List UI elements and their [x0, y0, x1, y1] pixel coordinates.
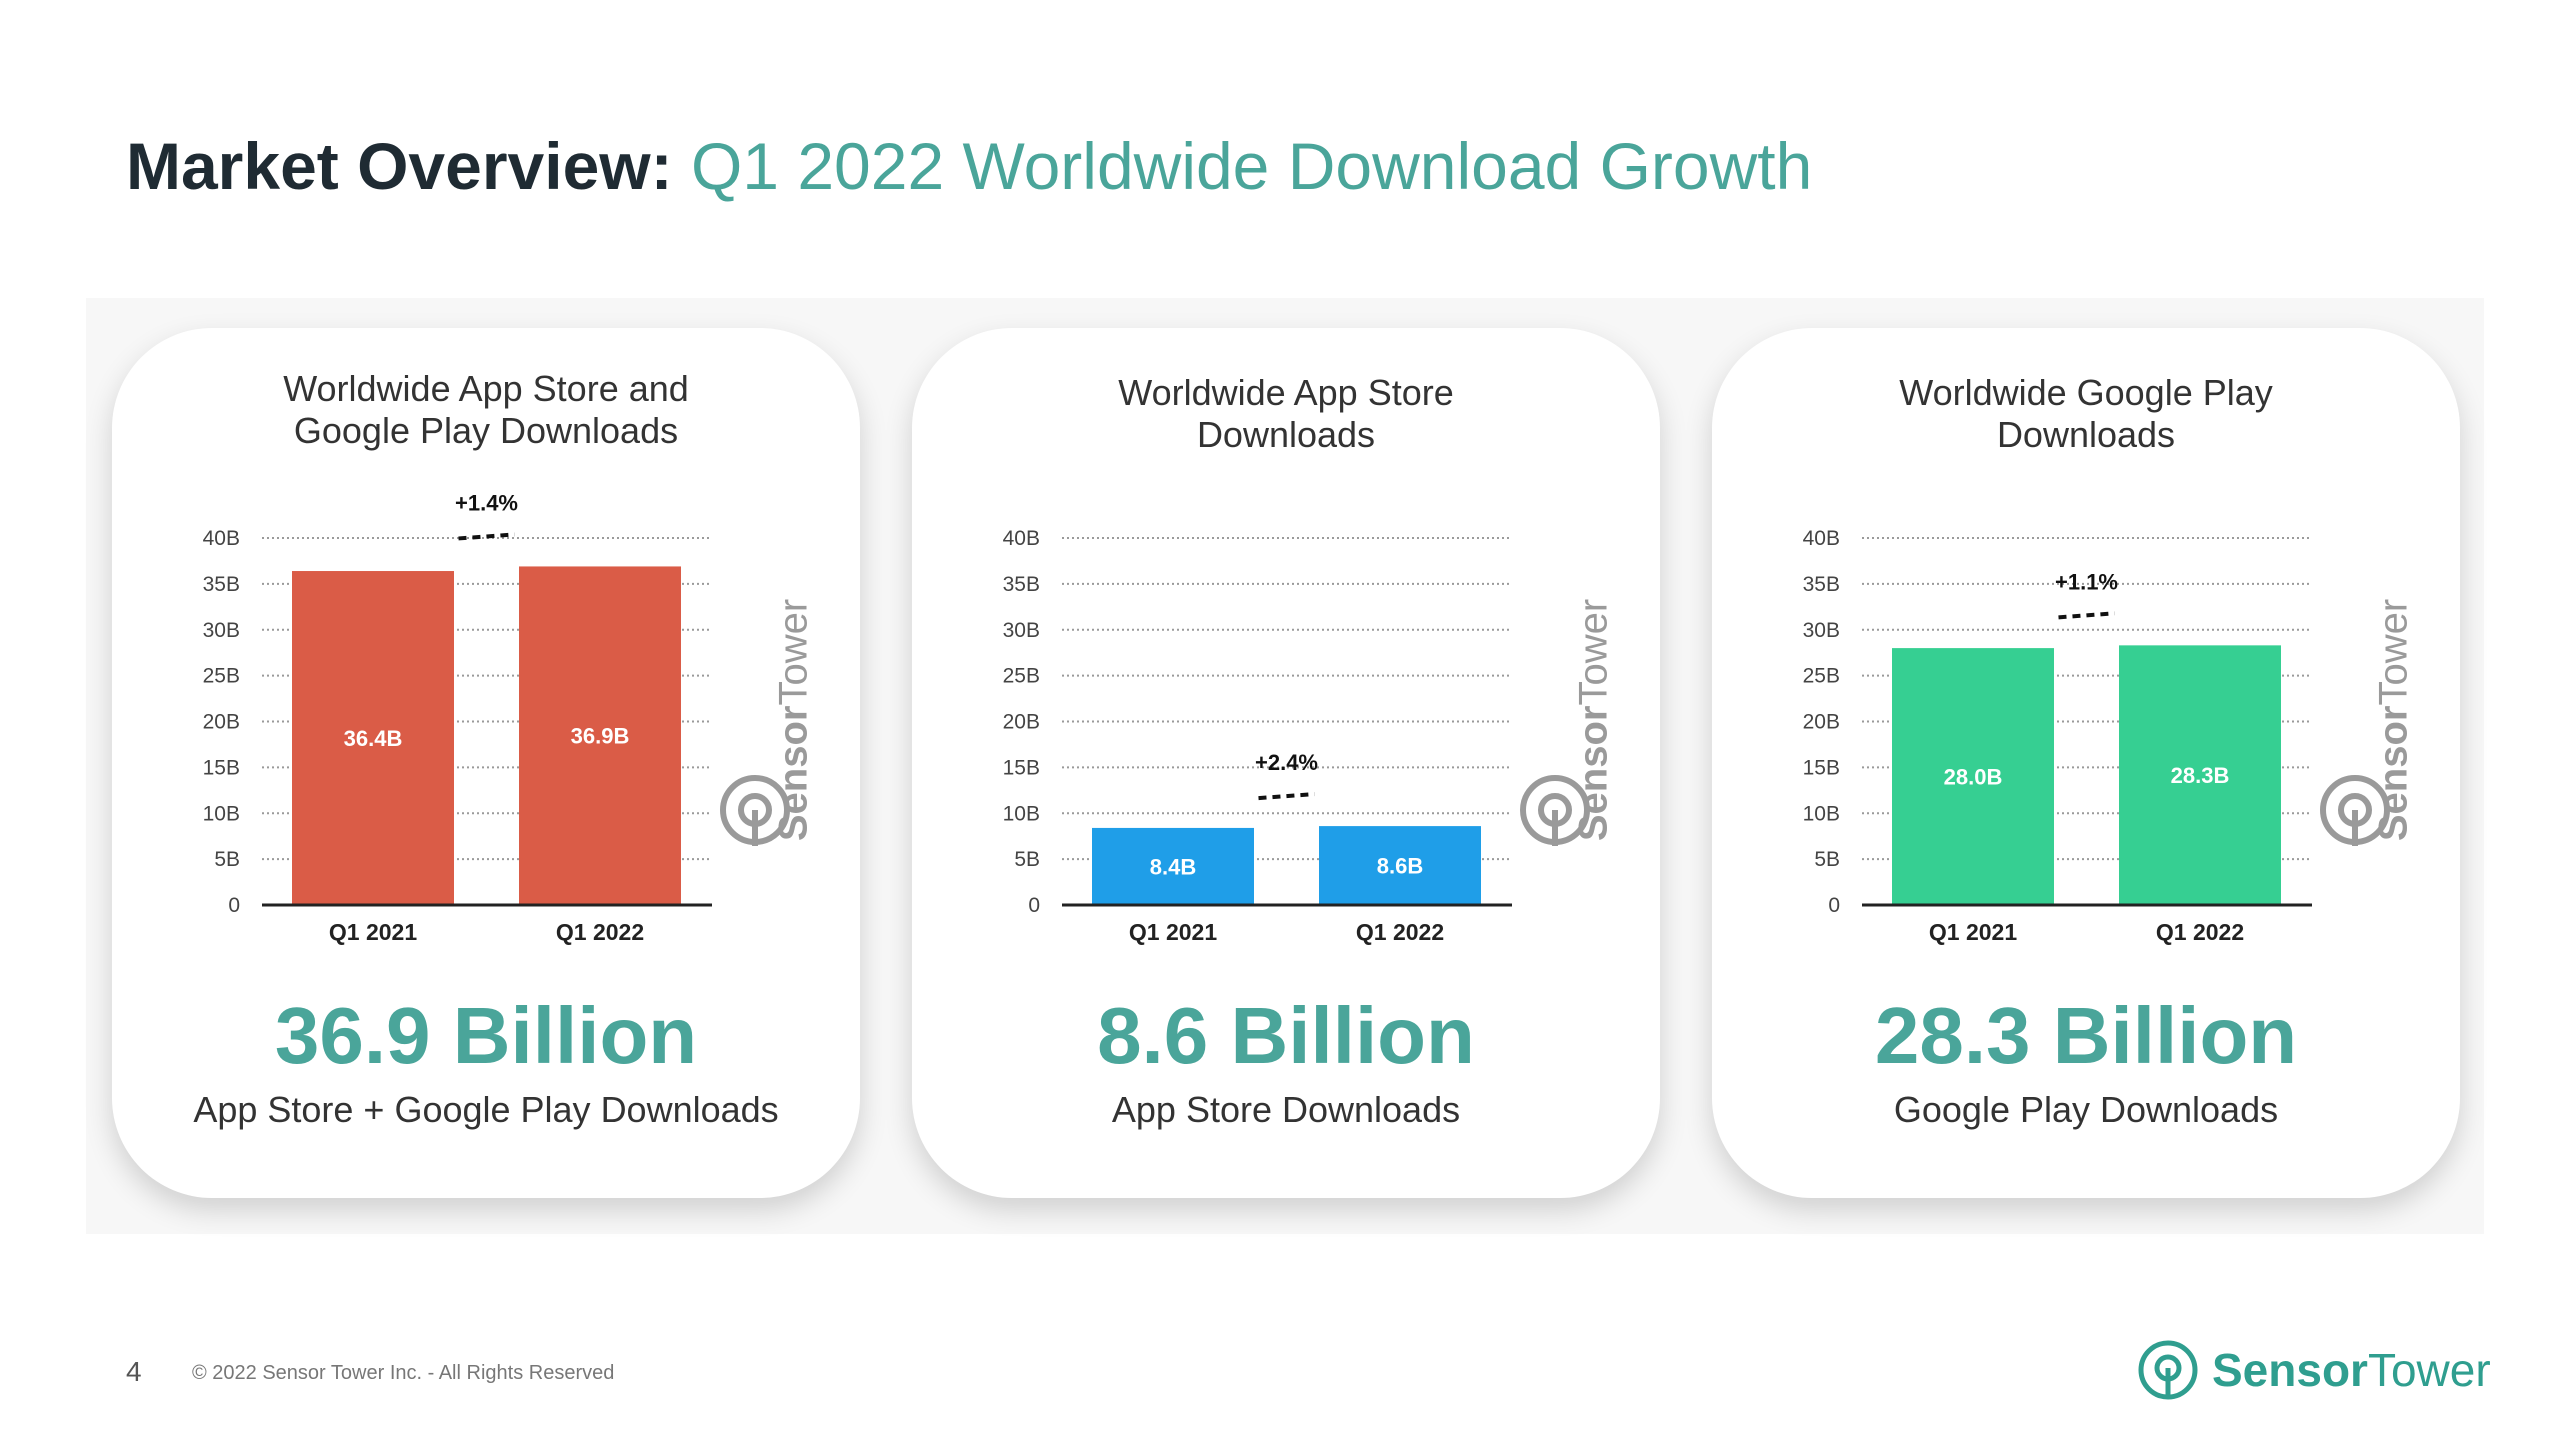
page-title-bold: Market Overview: — [126, 129, 673, 203]
y-tick-label: 15B — [1803, 756, 1840, 779]
big-number: 36.9 Billion — [274, 991, 698, 1080]
bar-chart-app-store: 0 5B 10B 15B 20B 25B 30B 35B 40B 8.4B Q1 2021 8.6B Q… — [1003, 527, 1512, 945]
bar-data-label: 36.9B — [571, 724, 630, 749]
big-number-subtitle: Google Play Downloads — [1893, 1089, 2279, 1130]
growth-label: +2.4% — [1255, 750, 1318, 775]
y-tick-label: 5B — [1014, 848, 1040, 871]
sensor-tower-icon — [2138, 1340, 2198, 1400]
bar-q1-2022 — [519, 566, 681, 905]
bar-chart-combined: 0 5B 10B 15B 20B 25B 30B 35B 40B 36.4B Q1 2021 36.9… — [203, 490, 712, 945]
x-category-label: Q1 2022 — [556, 919, 644, 945]
page-title-light: Q1 2022 Worldwide Download Growth — [690, 129, 1813, 203]
bar-data-label: 8.6B — [1377, 854, 1423, 879]
y-tick-label: 0 — [1028, 894, 1040, 917]
sensor-tower-logo: SensorTower — [2136, 1338, 2491, 1402]
card-combined-downloads: Worldwide App Store and Google Play Down… — [112, 328, 860, 1198]
bar-data-label: 36.4B — [344, 726, 403, 751]
copyright-text: © 2022 Sensor Tower Inc. - All Rights Re… — [192, 1362, 615, 1384]
growth-connector — [458, 532, 515, 541]
y-tick-label: 10B — [203, 802, 240, 825]
page-title: Market Overview: Q1 2022 Worldwide Downl… — [126, 120, 1812, 212]
y-tick-label: 0 — [228, 894, 240, 917]
big-number: 28.3 Billion — [1874, 991, 2298, 1080]
y-tick-label: 30B — [1803, 619, 1840, 642]
logo-text-bold: Sensor — [2212, 1344, 2368, 1396]
x-category-label: Q1 2021 — [1929, 919, 2017, 945]
x-category-label: Q1 2022 — [2156, 919, 2244, 945]
y-tick-label: 40B — [1803, 527, 1840, 550]
bar-data-label: 28.3B — [2171, 763, 2230, 788]
x-category-label: Q1 2022 — [1356, 919, 1444, 945]
y-tick-label: 10B — [1803, 802, 1840, 825]
x-category-label: Q1 2021 — [329, 919, 417, 945]
growth-label: +1.4% — [455, 490, 518, 515]
y-tick-label: 35B — [1003, 573, 1040, 596]
y-tick-label: 20B — [203, 711, 240, 734]
big-number-subtitle: App Store + Google Play Downloads — [193, 1089, 779, 1130]
x-category-label: Q1 2021 — [1129, 919, 1217, 945]
growth-label: +1.1% — [2055, 569, 2118, 594]
y-tick-label: 5B — [1814, 848, 1840, 871]
y-tick-label: 30B — [1003, 619, 1040, 642]
sensor-tower-logo-icon — [1520, 775, 1590, 846]
big-number: 8.6 Billion — [1097, 991, 1475, 1080]
chart-title: Worldwide App Store Downloads — [1118, 372, 1454, 455]
growth-connector — [2058, 611, 2115, 620]
card-app-store-downloads: Worldwide App Store Downloads 0 5B 10B 15B 2… — [912, 328, 1660, 1198]
card-google-play-downloads: Worldwide Google Play Downloads 0 5B 10B 15… — [1712, 328, 2460, 1198]
y-tick-label: 0 — [1828, 894, 1840, 917]
y-tick-label: 20B — [1803, 711, 1840, 734]
growth-connector — [1258, 792, 1315, 801]
page-number: 4 — [126, 1356, 142, 1387]
y-tick-label: 40B — [1003, 527, 1040, 550]
bar-data-label: 28.0B — [1944, 765, 2003, 790]
y-tick-label: 35B — [203, 573, 240, 596]
y-tick-label: 25B — [1803, 665, 1840, 688]
y-tick-label: 25B — [1003, 665, 1040, 688]
sensor-tower-logo-icon — [720, 775, 790, 846]
y-tick-label: 10B — [1003, 802, 1040, 825]
bar-data-label: 8.4B — [1150, 854, 1196, 879]
bar-q1-2021 — [1892, 648, 2054, 905]
y-tick-label: 20B — [1003, 711, 1040, 734]
chart-title: Worldwide App Store and Google Play Down… — [283, 368, 689, 451]
sensor-tower-logo-icon — [2320, 775, 2390, 846]
y-tick-label: 40B — [203, 527, 240, 550]
bar-q1-2021 — [292, 571, 454, 905]
y-tick-label: 25B — [203, 665, 240, 688]
big-number-subtitle: App Store Downloads — [1111, 1089, 1461, 1130]
bar-q1-2022 — [2119, 645, 2281, 905]
y-tick-label: 30B — [203, 619, 240, 642]
bar-q1-2022 — [1319, 826, 1481, 905]
y-tick-label: 35B — [1803, 573, 1840, 596]
bar-chart-google-play: 0 5B 10B 15B 20B 25B 30B 35B 40B 28.0B Q1 2021 28.3… — [1803, 527, 2312, 945]
y-tick-label: 15B — [1003, 756, 1040, 779]
y-tick-label: 5B — [214, 848, 240, 871]
y-tick-label: 15B — [203, 756, 240, 779]
bar-q1-2021 — [1092, 827, 1254, 905]
chart-title: Worldwide Google Play Downloads — [1899, 372, 2273, 455]
logo-text-light: Tower — [2367, 1344, 2491, 1396]
